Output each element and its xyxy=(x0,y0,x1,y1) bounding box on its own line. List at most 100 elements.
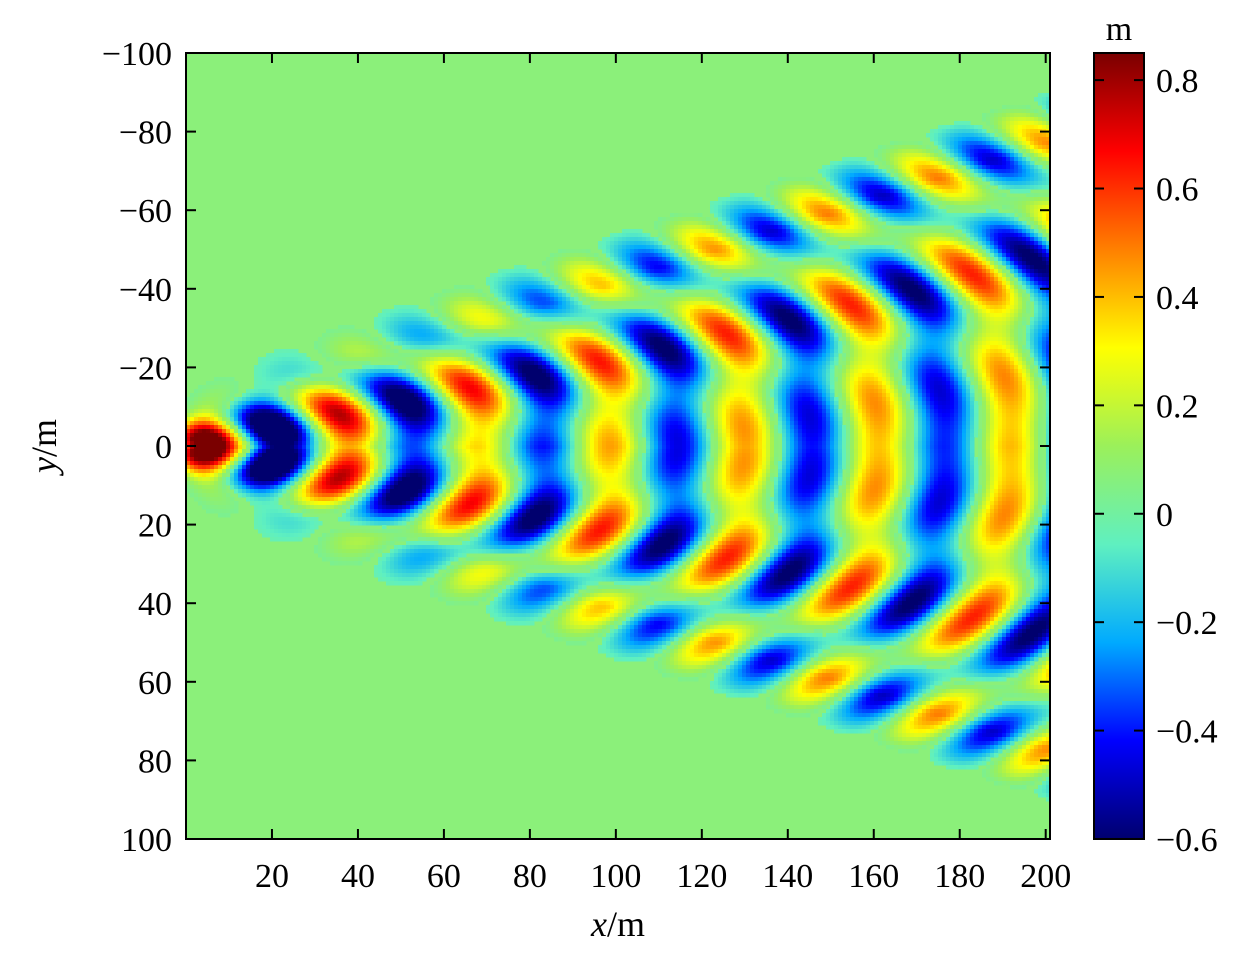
heatmap-cell xyxy=(778,253,783,258)
heatmap-cell xyxy=(1010,109,1015,114)
heatmap-cell xyxy=(1002,157,1007,162)
heatmap-cell xyxy=(682,237,687,242)
heatmap-cell xyxy=(986,185,991,190)
heatmap-cell xyxy=(802,249,807,254)
heatmap-cell xyxy=(914,305,919,310)
heatmap-cell xyxy=(814,197,819,202)
heatmap-cell xyxy=(830,305,835,310)
heatmap-cell xyxy=(1022,133,1027,138)
heatmap-cell xyxy=(942,185,947,190)
heatmap-cell xyxy=(922,161,927,166)
heatmap-cell xyxy=(862,249,867,254)
heatmap-cell xyxy=(922,233,927,238)
heatmap-cell xyxy=(466,313,471,318)
heatmap-cell xyxy=(686,229,691,234)
heatmap-cell xyxy=(614,249,619,254)
heatmap-cell xyxy=(546,289,551,294)
heatmap-cell xyxy=(950,141,955,146)
heatmap-cell xyxy=(998,273,1003,278)
heatmap-cell xyxy=(578,285,583,290)
heatmap-cell xyxy=(914,197,919,202)
heatmap-cell xyxy=(1014,237,1019,242)
heatmap-cell xyxy=(686,241,691,246)
heatmap-cell xyxy=(622,293,627,298)
heatmap-cell xyxy=(882,201,887,206)
heatmap-cell xyxy=(1014,165,1019,170)
heatmap-cell xyxy=(754,269,759,274)
heatmap-cell xyxy=(638,285,643,290)
heatmap-cell xyxy=(1022,257,1027,262)
heatmap-cell xyxy=(1042,297,1047,302)
heatmap-cell xyxy=(866,285,871,290)
heatmap-cell xyxy=(942,241,947,246)
heatmap-cell xyxy=(1006,213,1011,218)
heatmap-cell xyxy=(1038,193,1043,198)
heatmap-cell xyxy=(970,257,975,262)
heatmap-cell xyxy=(830,209,835,214)
heatmap-cell xyxy=(774,241,779,246)
heatmap-cell xyxy=(994,301,999,306)
heatmap-cell xyxy=(850,265,855,270)
heatmap-cell xyxy=(798,281,803,286)
heatmap-cell xyxy=(834,201,839,206)
heatmap-cell xyxy=(842,253,847,258)
heatmap-cell xyxy=(1030,245,1035,250)
heatmap-cell xyxy=(910,249,915,254)
heatmap-cell xyxy=(674,233,679,238)
heatmap-cell xyxy=(726,293,731,298)
heatmap-cell xyxy=(870,249,875,254)
heatmap-cell xyxy=(594,269,599,274)
heatmap-cell xyxy=(1042,309,1047,314)
heatmap-cell xyxy=(782,285,787,290)
heatmap-cell xyxy=(1042,253,1047,258)
heatmap-cell xyxy=(866,277,871,282)
heatmap-cell xyxy=(834,229,839,234)
heatmap-cell xyxy=(1030,277,1035,282)
heatmap-cell xyxy=(810,177,815,182)
heatmap-cell xyxy=(758,257,763,262)
heatmap-cell xyxy=(990,233,995,238)
heatmap-cell xyxy=(1014,201,1019,206)
heatmap-cell xyxy=(750,221,755,226)
heatmap-cell xyxy=(954,185,959,190)
heatmap-cell xyxy=(558,301,563,306)
heatmap-cell xyxy=(514,277,519,282)
heatmap-cell xyxy=(614,277,619,282)
heatmap-cell xyxy=(862,233,867,238)
heatmap-cell xyxy=(546,269,551,274)
heatmap-cell xyxy=(1018,129,1023,134)
heatmap-cell xyxy=(702,265,707,270)
heatmap-cell xyxy=(858,237,863,242)
heatmap-cell xyxy=(734,193,739,198)
heatmap-cell xyxy=(822,305,827,310)
heatmap-cell xyxy=(902,269,907,274)
heatmap-cell xyxy=(994,125,999,130)
heatmap-cell xyxy=(750,229,755,234)
heatmap-cell xyxy=(970,249,975,254)
heatmap-cell xyxy=(658,217,663,222)
heatmap-cell xyxy=(674,229,679,234)
heatmap-cell xyxy=(734,301,739,306)
heatmap-cell xyxy=(542,285,547,290)
heatmap-cell xyxy=(734,241,739,246)
heatmap-cell xyxy=(614,297,619,302)
heatmap-cell xyxy=(886,181,891,186)
heatmap-cell xyxy=(786,249,791,254)
heatmap-cell xyxy=(958,297,963,302)
heatmap-cell xyxy=(738,205,743,210)
heatmap-cell xyxy=(614,309,619,314)
heatmap-cell xyxy=(914,245,919,250)
heatmap-cell xyxy=(706,253,711,258)
heatmap-cell xyxy=(942,177,947,182)
heatmap-cell xyxy=(1034,225,1039,230)
heatmap-cell xyxy=(614,301,619,306)
heatmap-cell xyxy=(742,265,747,270)
heatmap-cell xyxy=(814,293,819,298)
heatmap-cell xyxy=(914,285,919,290)
heatmap-cell xyxy=(710,269,715,274)
heatmap-cell xyxy=(542,297,547,302)
heatmap-cell xyxy=(978,213,983,218)
heatmap-cell xyxy=(810,241,815,246)
heatmap-cell xyxy=(870,229,875,234)
heatmap-cell xyxy=(1026,269,1031,274)
